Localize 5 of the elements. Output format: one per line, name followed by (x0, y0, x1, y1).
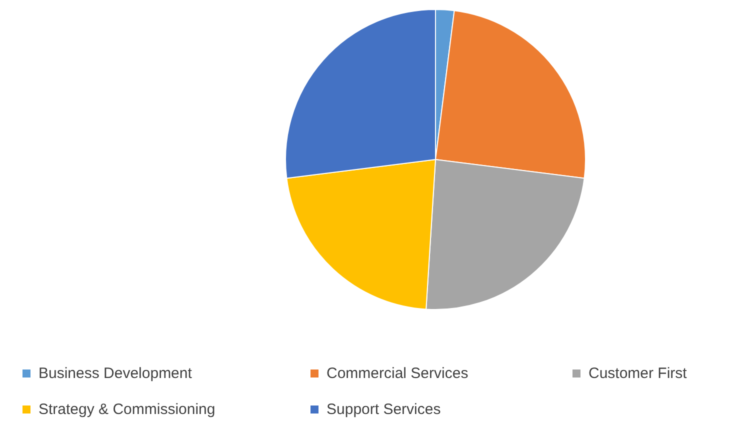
legend-label: Business Development (38, 365, 193, 382)
legend-label: Customer First (588, 365, 688, 382)
legend-label: Support Services (326, 401, 441, 418)
legend-label: Strategy & Commissioning (38, 401, 216, 418)
legend-label: Commercial Services (326, 365, 468, 382)
